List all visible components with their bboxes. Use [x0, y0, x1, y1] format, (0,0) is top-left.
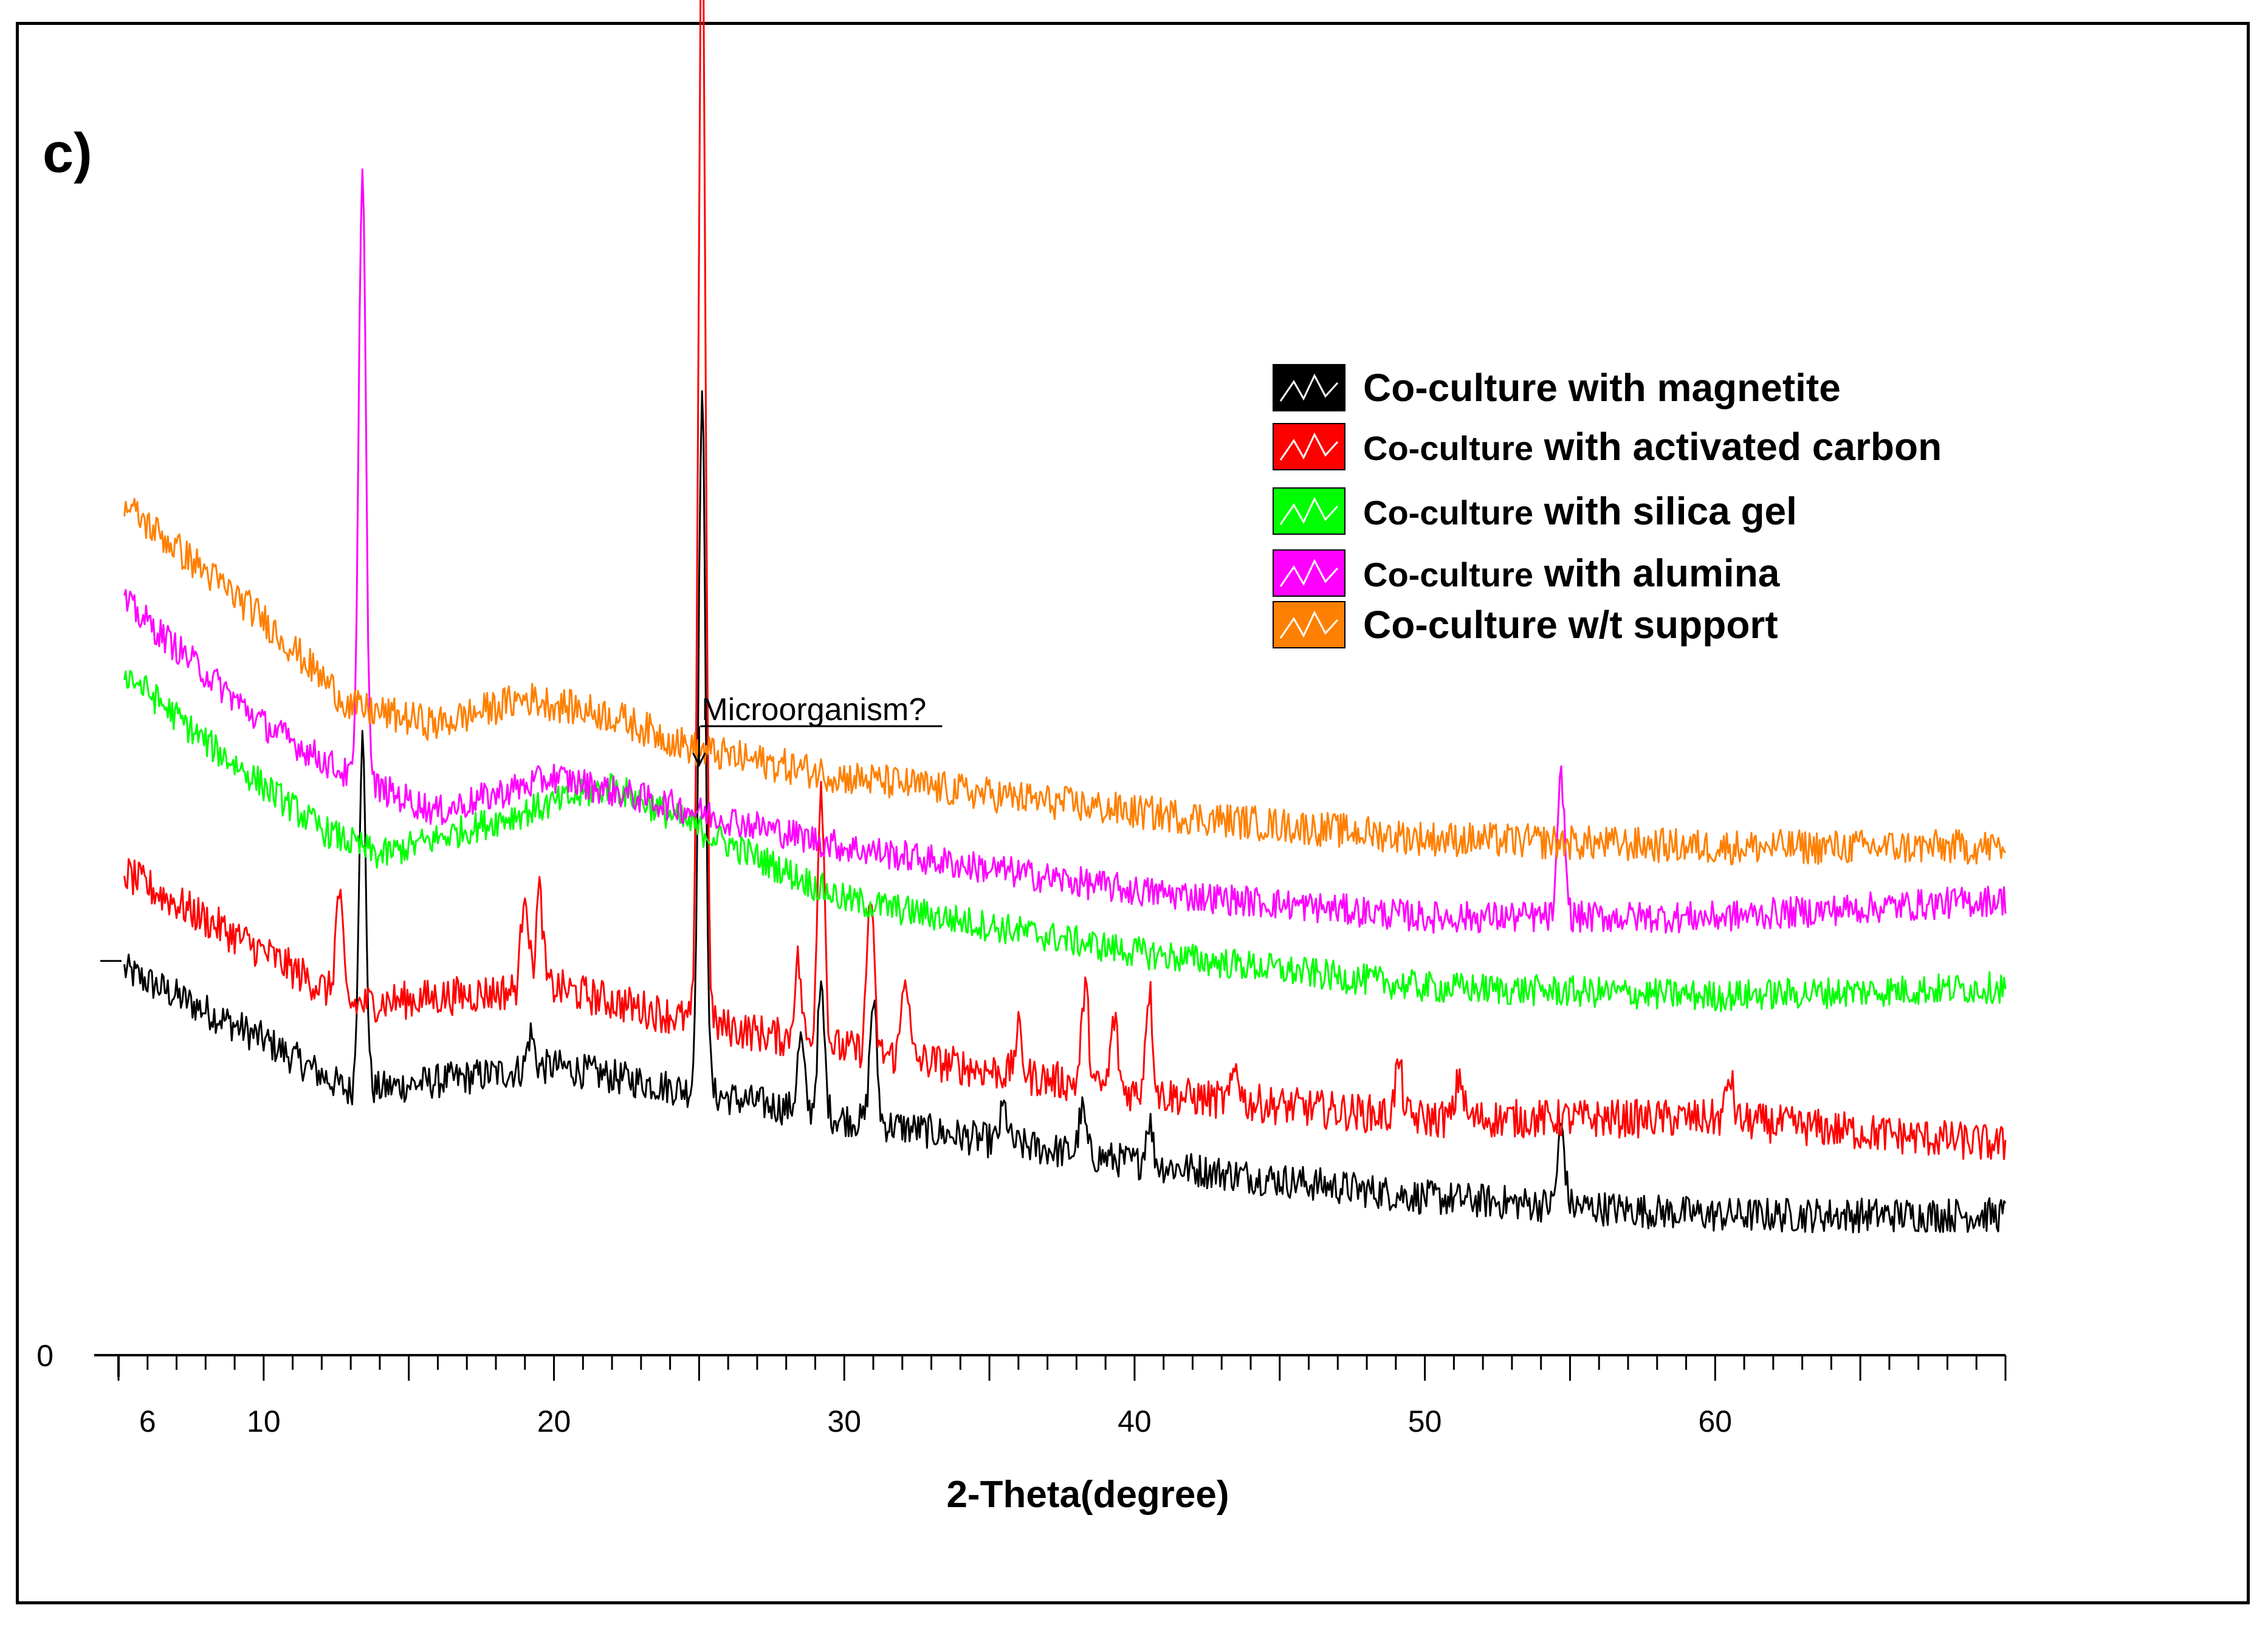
series-line-4: [123, 498, 2007, 865]
legend-wave-icon: [1279, 496, 1339, 525]
legend-suffix: w/t support: [1558, 603, 1778, 647]
series-line-1: [123, 0, 2007, 1160]
panel-label: c): [43, 122, 92, 184]
x-axis-title: 2-Theta(degree): [946, 1474, 1229, 1516]
legend-label-2: Co-culture with silica gel: [1363, 489, 1797, 533]
x-tick-label: 30: [827, 1404, 861, 1438]
y-tick-label: 0: [36, 1339, 53, 1373]
annotation-arrow-head: [692, 752, 706, 768]
x-axis: 6 10 20 30 40 50 60 0: [36, 960, 2007, 1438]
x-tick-label: 6: [139, 1404, 156, 1438]
legend-label-4: Co-culture w/t support: [1363, 603, 1778, 647]
series-layer: [123, 0, 2007, 1234]
legend-prefix: Co-culture: [1363, 366, 1558, 410]
legend-prefix: Co-culture: [1363, 429, 1533, 467]
legend-prefix: Co-culture: [1363, 493, 1533, 532]
legend-prefix: Co-culture: [1363, 555, 1533, 594]
x-tick-label: 40: [1118, 1404, 1152, 1438]
x-tick-label: 20: [537, 1404, 571, 1438]
legend-wave-icon: [1279, 558, 1339, 587]
annotations: Microorganism?: [692, 692, 943, 768]
x-tick-label: 50: [1408, 1404, 1442, 1438]
x-tick-label: 10: [247, 1404, 281, 1438]
legend-suffix: with activated carbon: [1533, 425, 1942, 469]
legend-wave-icon: [1279, 373, 1339, 402]
legend-suffix: with alumina: [1533, 551, 1780, 595]
legend-wave-icon: [1279, 610, 1339, 639]
legend-wave-icon: [1279, 432, 1339, 461]
legend-label-1: Co-culture with activated carbon: [1363, 425, 1942, 469]
x-tick-label: 60: [1698, 1404, 1732, 1438]
legend-label-3: Co-culture with alumina: [1363, 551, 1780, 595]
series-line-2: [123, 670, 2007, 1012]
annotation-text-0: Microorganism?: [701, 692, 926, 727]
legend-prefix: Co-culture: [1363, 603, 1558, 647]
legend-suffix: with silica gel: [1533, 489, 1797, 533]
legend-suffix: with magnetite: [1558, 366, 1841, 410]
series-line-3: [123, 168, 2007, 934]
legend-label-0: Co-culture with magnetite: [1363, 366, 1841, 410]
series-line-0: [123, 390, 2007, 1234]
